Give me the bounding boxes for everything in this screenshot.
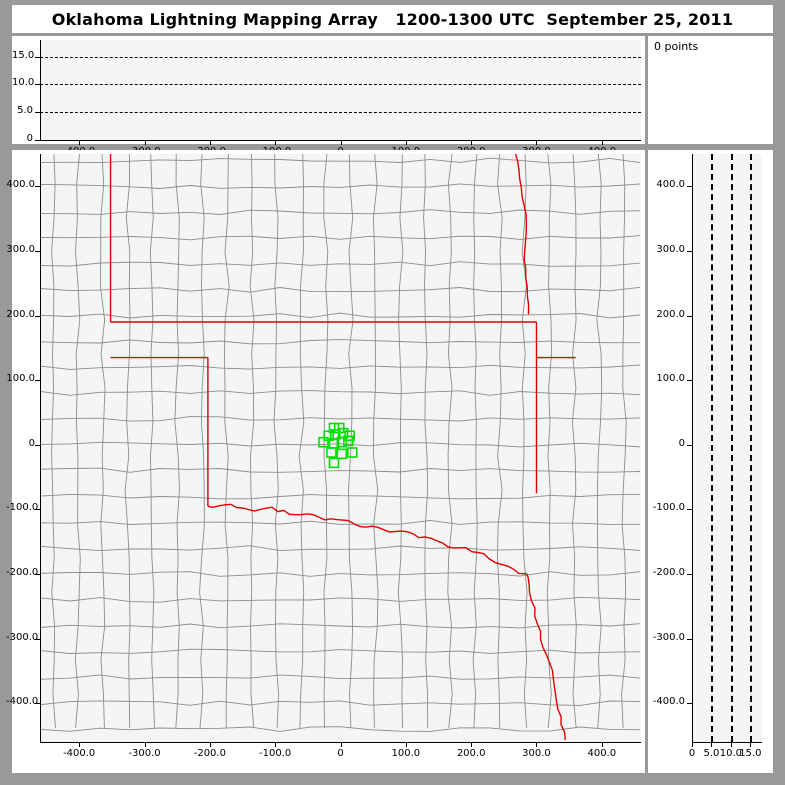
lightning-source-point	[348, 448, 357, 457]
x-tick	[341, 742, 342, 747]
y-tick-label: 10.0	[12, 77, 33, 88]
y-tick-label: 0	[6, 438, 35, 449]
x-tick	[275, 742, 276, 747]
x-tick	[471, 742, 472, 747]
y-tick-label: 100.0	[6, 373, 35, 384]
gridline-x-10.0	[731, 154, 733, 742]
lightning-source-point	[327, 448, 336, 457]
gridline-y-15.0	[40, 57, 641, 58]
x-tick	[692, 742, 693, 747]
time-altitude-plot-area[interactable]	[40, 40, 641, 140]
lightning-source-point	[337, 449, 346, 458]
plan-view-map-panel: 400.0 300.0 200.0 100.0 0 -100.0 -200.0 -300.0-…	[12, 150, 645, 773]
y-tick-label: -300.0	[644, 632, 685, 643]
x-axis-line	[692, 742, 762, 743]
gridline-x-15.0	[750, 154, 752, 742]
x-tick	[406, 742, 407, 747]
lightning-source-point	[330, 458, 339, 467]
y-axis-line	[40, 154, 41, 742]
y-tick	[35, 186, 40, 187]
y-tick	[687, 445, 692, 446]
y-tick	[35, 316, 40, 317]
x-tick	[536, 742, 537, 747]
x-tick	[536, 140, 537, 145]
y-tick	[687, 316, 692, 317]
x-tick-label: 400.0	[572, 748, 632, 759]
x-tick	[79, 742, 80, 747]
x-tick-label: -200.0	[180, 748, 240, 759]
x-tick	[79, 140, 80, 145]
y-tick-label: 0	[12, 133, 33, 144]
y-tick	[687, 574, 692, 575]
y-tick	[35, 57, 40, 58]
y-tick-label: -400.0	[6, 696, 35, 707]
x-tick-label: 0	[311, 748, 371, 759]
y-tick-label: 5.0	[12, 105, 33, 116]
y-tick	[35, 84, 40, 85]
y-tick	[687, 251, 692, 252]
x-tick	[145, 140, 146, 145]
x-tick	[210, 140, 211, 145]
x-tick	[731, 742, 732, 747]
y-tick	[687, 509, 692, 510]
y-tick-label: -100.0	[644, 502, 685, 513]
y-tick	[687, 703, 692, 704]
page-title: Oklahoma Lightning Mapping Array 1200-13…	[52, 10, 733, 29]
y-tick-label: 200.0	[644, 309, 685, 320]
y-tick	[35, 445, 40, 446]
x-tick	[341, 140, 342, 145]
x-tick-label: -100.0	[245, 748, 305, 759]
x-tick	[406, 140, 407, 145]
y-tick-label: 0	[644, 438, 685, 449]
altitude-histogram-panel: 400.0300.0200.0100.00-100.0-200.0-300.0-…	[648, 150, 773, 773]
x-tick	[471, 140, 472, 145]
application-window: Oklahoma Lightning Mapping Array 1200-13…	[0, 0, 785, 785]
x-tick-label: -300.0	[115, 748, 175, 759]
y-axis-line	[692, 154, 693, 742]
y-tick-label: -100.0	[6, 502, 35, 513]
gridline-y-5.0	[40, 112, 641, 113]
y-tick	[35, 380, 40, 381]
gridline-x-5.0	[711, 154, 713, 742]
x-tick-label: 100.0	[376, 748, 436, 759]
point-count-panel: 0 points	[648, 36, 773, 144]
y-tick	[687, 380, 692, 381]
y-tick-label: 400.0	[6, 179, 35, 190]
x-tick	[275, 140, 276, 145]
x-tick-label: 15.0	[730, 748, 770, 759]
time-altitude-panel: 05.010.015.0-400.0-300.0-200.0-100.00100…	[12, 36, 645, 144]
gridline-y-10.0	[40, 84, 641, 85]
y-axis-line	[40, 40, 41, 140]
y-tick-label: -400.0	[644, 696, 685, 707]
x-tick	[210, 742, 211, 747]
y-tick	[35, 112, 40, 113]
title-bar: Oklahoma Lightning Mapping Array 1200-13…	[12, 5, 773, 33]
y-tick-label: -200.0	[6, 567, 35, 578]
x-tick	[750, 742, 751, 747]
y-tick	[35, 251, 40, 252]
y-tick-label: 300.0	[644, 244, 685, 255]
y-tick-label: 15.0	[12, 50, 33, 61]
x-tick-label: 200.0	[441, 748, 501, 759]
y-tick-label: 400.0	[644, 179, 685, 190]
lightning-source-points	[40, 154, 641, 742]
y-tick	[687, 639, 692, 640]
y-tick	[35, 140, 40, 141]
x-tick	[602, 140, 603, 145]
y-tick-label: 100.0	[644, 373, 685, 384]
x-tick-label: 300.0	[506, 748, 566, 759]
y-tick-label: 300.0	[6, 244, 35, 255]
altitude-histogram-plot-area[interactable]	[692, 154, 762, 742]
y-tick	[687, 186, 692, 187]
x-tick	[602, 742, 603, 747]
y-tick-label: -300.0	[6, 632, 35, 643]
point-count-label: 0 points	[654, 40, 698, 53]
x-tick	[145, 742, 146, 747]
x-tick	[711, 742, 712, 747]
map-plot-area[interactable]	[40, 154, 641, 742]
y-tick-label: -200.0	[644, 567, 685, 578]
y-tick-label: 200.0	[6, 309, 35, 320]
x-tick-label: -400.0	[49, 748, 109, 759]
